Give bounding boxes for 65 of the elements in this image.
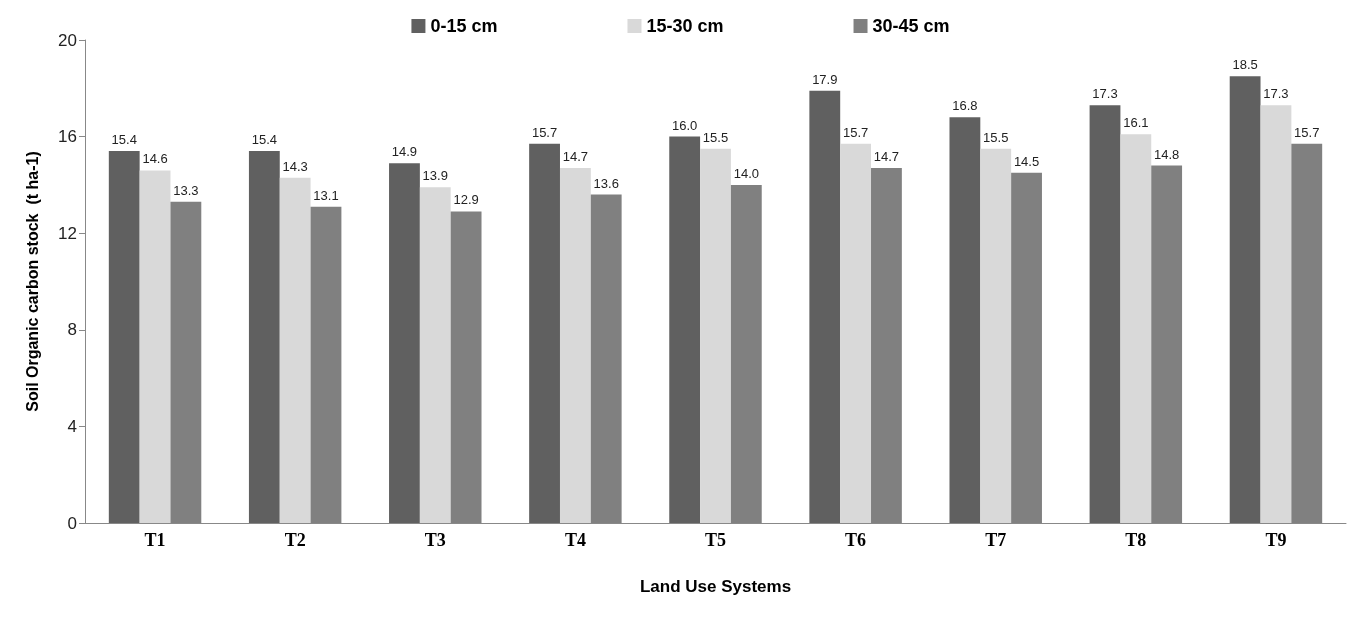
data-label: 13.1	[313, 187, 339, 203]
x-tick-label: T3	[424, 530, 446, 550]
x-tick-label: T5	[704, 530, 727, 550]
y-tick-label: 0	[67, 513, 77, 533]
data-label: 18.5	[1232, 57, 1258, 73]
bar	[139, 170, 171, 523]
bar	[108, 151, 140, 523]
data-label: 14.5	[1013, 153, 1040, 169]
legend-label: 0-15 cm	[430, 16, 498, 36]
y-tick-label: 8	[67, 320, 77, 340]
bar	[248, 151, 280, 523]
data-label: 16.1	[1123, 115, 1149, 131]
x-tick-label: T7	[985, 530, 1007, 550]
bar	[840, 143, 872, 523]
bar	[559, 168, 591, 523]
bar	[980, 148, 1012, 523]
y-tick-label: 12	[58, 223, 77, 243]
bar	[389, 163, 420, 523]
x-tick-label: T6	[845, 530, 867, 550]
bar	[700, 148, 731, 523]
x-tick-label: T8	[1125, 530, 1147, 550]
bar	[1260, 105, 1292, 523]
bar	[949, 117, 981, 523]
data-label: 13.3	[173, 182, 199, 198]
data-label: 15.7	[531, 124, 558, 140]
y-tick-label: 20	[58, 30, 77, 50]
y-axis-title: Soil Organic carbon stock (t ha-1)	[23, 151, 41, 412]
bar	[1120, 134, 1152, 523]
data-label: 17.9	[812, 71, 838, 87]
bar	[419, 187, 451, 523]
data-label: 14.7	[873, 148, 900, 164]
x-tick-label: T4	[564, 530, 586, 550]
data-label: 13.9	[422, 168, 448, 184]
x-tick-label: T1	[144, 530, 166, 550]
bar	[1089, 105, 1121, 523]
x-axis-title: Land Use Systems	[639, 577, 792, 596]
data-label: 15.4	[111, 132, 137, 148]
data-label: 17.3	[1092, 86, 1118, 102]
data-label: 15.4	[251, 132, 277, 148]
data-label: 15.7	[842, 124, 869, 140]
data-label: 17.3	[1263, 86, 1289, 102]
data-label: 14.0	[733, 165, 759, 181]
data-label: 14.7	[562, 148, 589, 164]
data-label: 15.5	[702, 129, 729, 145]
bar	[809, 90, 841, 523]
data-label: 13.6	[593, 175, 619, 191]
data-label: 14.9	[391, 144, 418, 160]
x-tick-label: T2	[284, 530, 306, 550]
data-label: 15.7	[1294, 124, 1320, 140]
legend-label: 30-45 cm	[872, 16, 950, 36]
bar	[1229, 76, 1261, 523]
bar	[529, 143, 560, 523]
y-tick-label: 4	[67, 416, 77, 436]
bar	[669, 136, 701, 523]
data-label: 14.8	[1154, 146, 1180, 162]
x-tick-label: T9	[1265, 530, 1287, 550]
data-label: 16.8	[952, 98, 978, 114]
data-label: 16.0	[672, 117, 698, 133]
bar	[279, 177, 311, 523]
data-label: 14.3	[282, 158, 308, 174]
data-label: 14.6	[142, 151, 168, 167]
data-label: 12.9	[453, 192, 479, 208]
legend-label: 15-30 cm	[646, 16, 724, 36]
data-label: 15.5	[983, 129, 1009, 145]
y-tick-label: 16	[58, 127, 77, 147]
